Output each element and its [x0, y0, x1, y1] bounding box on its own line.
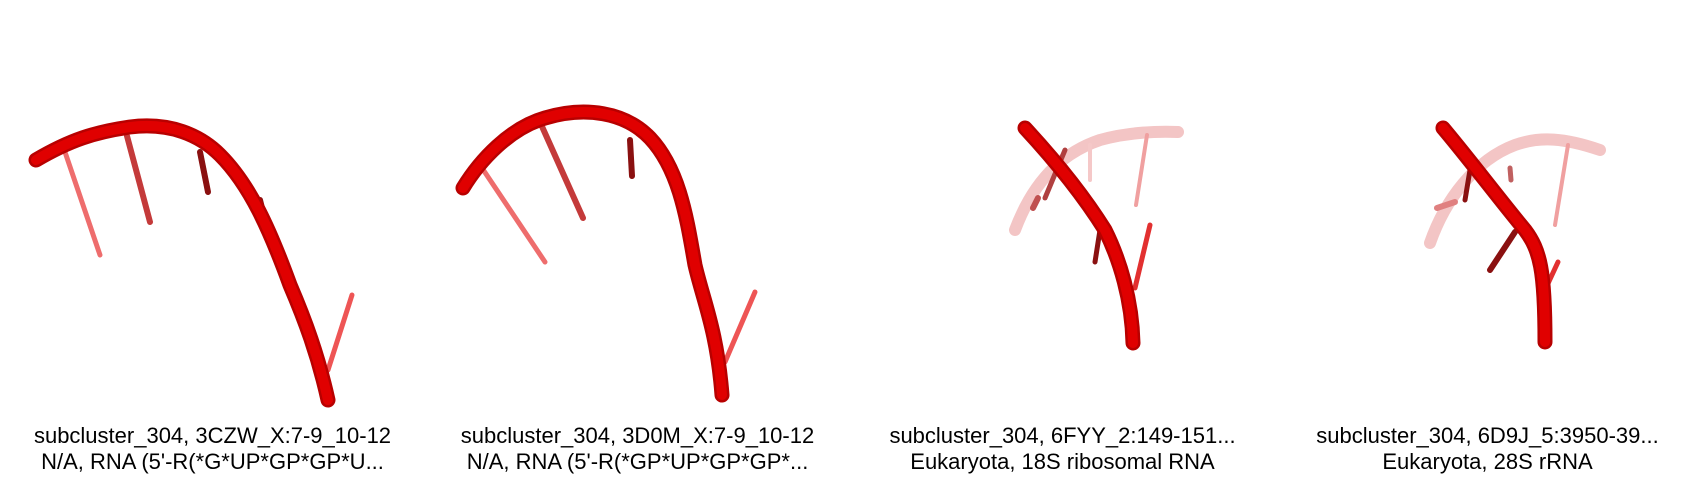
panel-subtitle: Eukaryota, 28S rRNA	[1382, 449, 1593, 474]
panel-subtitle: Eukaryota, 18S ribosomal RNA	[910, 449, 1215, 474]
panel-title: subcluster_304, 6FYY_2:149-151...	[889, 423, 1236, 448]
panel-title: subcluster_304, 6D9J_5:3950-39...	[1316, 423, 1659, 448]
structure-panel-3[interactable]: subcluster_304, 6FYY_2:149-151... Eukary…	[850, 0, 1275, 480]
structure-panel-4[interactable]: subcluster_304, 6D9J_5:3950-39... Eukary…	[1275, 0, 1700, 480]
rna-structure-image-4	[1424, 120, 1606, 350]
panel-title: subcluster_304, 3D0M_X:7-9_10-12	[460, 423, 815, 448]
rna-structure-image-3	[1009, 120, 1184, 351]
structure-panel-1[interactable]: subcluster_304, 3CZW_X:7-9_10-12 N/A, RN…	[0, 0, 425, 480]
rna-structure-image-1	[28, 118, 355, 408]
structure-panel-2[interactable]: subcluster_304, 3D0M_X:7-9_10-12 N/A, RN…	[425, 0, 850, 480]
panel-subtitle: N/A, RNA (5'-R(*G*UP*GP*GP*U...	[41, 449, 384, 474]
panel-title: subcluster_304, 3CZW_X:7-9_10-12	[33, 423, 392, 448]
rna-structure-image-2	[455, 104, 758, 403]
panel-subtitle: N/A, RNA (5'-R(*GP*UP*GP*GP*...	[466, 449, 809, 474]
